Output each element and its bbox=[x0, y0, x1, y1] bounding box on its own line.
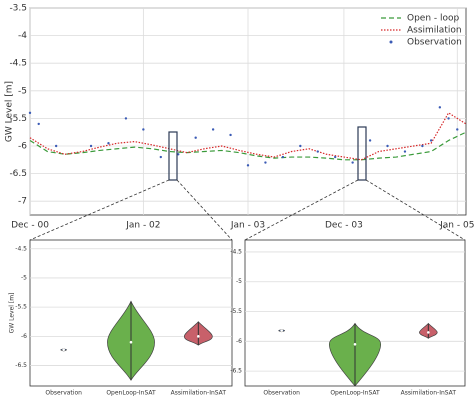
violin-median bbox=[197, 335, 200, 338]
y-tick-label: -3.5 bbox=[9, 4, 27, 14]
y-tick-label: -5 bbox=[21, 274, 27, 281]
observation-point bbox=[194, 136, 197, 139]
observation-point bbox=[159, 155, 162, 159]
observation-point bbox=[299, 144, 302, 148]
legend-marker bbox=[389, 40, 393, 44]
zoom-guide bbox=[244, 179, 359, 241]
series-line bbox=[29, 112, 467, 161]
observation-point bbox=[229, 133, 232, 137]
violin-median bbox=[280, 329, 283, 332]
legend-label: Open - loop bbox=[407, 14, 460, 24]
observation-point bbox=[456, 128, 459, 131]
observation-point bbox=[421, 144, 424, 148]
zoom-guide bbox=[365, 179, 466, 241]
y-tick-label: -4.5 bbox=[15, 245, 27, 252]
y-tick-label: -6.5 bbox=[230, 368, 242, 375]
observation-point bbox=[386, 144, 389, 148]
observation-point bbox=[264, 161, 267, 164]
y-tick-label: -6 bbox=[18, 142, 27, 152]
y-tick-label: -5.5 bbox=[230, 308, 242, 315]
x-tick-label: OpenLoop-InSAT bbox=[106, 390, 156, 397]
y-tick-label: -6.5 bbox=[9, 169, 27, 179]
observation-point bbox=[246, 164, 250, 167]
y-axis-label: GW Level [m] bbox=[5, 81, 15, 142]
x-tick-label: Observation bbox=[45, 390, 82, 397]
y-tick-label: -6 bbox=[21, 333, 27, 340]
observation-point bbox=[368, 139, 372, 142]
observation-point bbox=[142, 128, 145, 131]
observation-point bbox=[177, 153, 180, 156]
y-tick-label: -5 bbox=[236, 278, 242, 285]
legend-label: Observation bbox=[407, 38, 462, 48]
violin-median bbox=[427, 331, 430, 334]
x-tick-label: OpenLoop-InSAT bbox=[330, 390, 380, 397]
zoom-guide bbox=[357, 126, 367, 181]
y-tick-label: -6.5 bbox=[15, 362, 27, 369]
observation-point bbox=[211, 128, 215, 131]
y-tick-label: -5.5 bbox=[15, 304, 27, 311]
observation-point bbox=[107, 142, 110, 145]
observation-point bbox=[334, 155, 337, 159]
observation-point bbox=[54, 144, 58, 148]
violin-median bbox=[62, 348, 65, 352]
x-tick-label: Assimilation-InSAT bbox=[171, 390, 227, 397]
observation-point bbox=[37, 122, 40, 126]
zoom-guide bbox=[29, 179, 170, 241]
observation-point bbox=[281, 155, 285, 159]
y-tick-label: -4.5 bbox=[9, 59, 27, 69]
observation-point bbox=[28, 111, 32, 115]
x-tick-label: Assimilation-InSAT bbox=[401, 390, 457, 397]
y-tick-label: -4.5 bbox=[230, 248, 242, 255]
zoom-guide bbox=[176, 179, 233, 241]
x-tick-label: Dec - 03 bbox=[325, 221, 363, 231]
observation-point bbox=[429, 139, 433, 142]
observation-point bbox=[124, 117, 128, 120]
left-frame bbox=[29, 239, 233, 387]
observation-point bbox=[89, 144, 93, 148]
x-tick-label: Jan - 05 bbox=[439, 221, 474, 231]
y-tick-label: -7 bbox=[18, 197, 27, 207]
x-tick-label: Jan - 03 bbox=[230, 221, 265, 231]
observation-point bbox=[438, 106, 442, 109]
y-tick-label: -4 bbox=[18, 31, 27, 41]
legend-label: Assimilation bbox=[407, 26, 462, 36]
series-line bbox=[29, 131, 467, 161]
y-tick-label: -6 bbox=[236, 338, 242, 345]
violin-median bbox=[129, 340, 133, 344]
y-tick-label: -5.5 bbox=[9, 114, 27, 124]
x-tick-label: Observation bbox=[263, 390, 300, 397]
observation-point bbox=[351, 161, 354, 164]
zoom-guide bbox=[168, 131, 178, 181]
violin-median bbox=[353, 342, 357, 346]
observation-point bbox=[447, 117, 450, 120]
y-tick-label: -5 bbox=[18, 86, 27, 96]
observation-point bbox=[403, 150, 407, 153]
y-axis-label: GW Level [m] bbox=[9, 293, 16, 334]
x-tick-label: Jan - 02 bbox=[125, 221, 160, 231]
observation-point bbox=[316, 150, 319, 153]
x-tick-label: Dec - 00 bbox=[11, 221, 49, 231]
